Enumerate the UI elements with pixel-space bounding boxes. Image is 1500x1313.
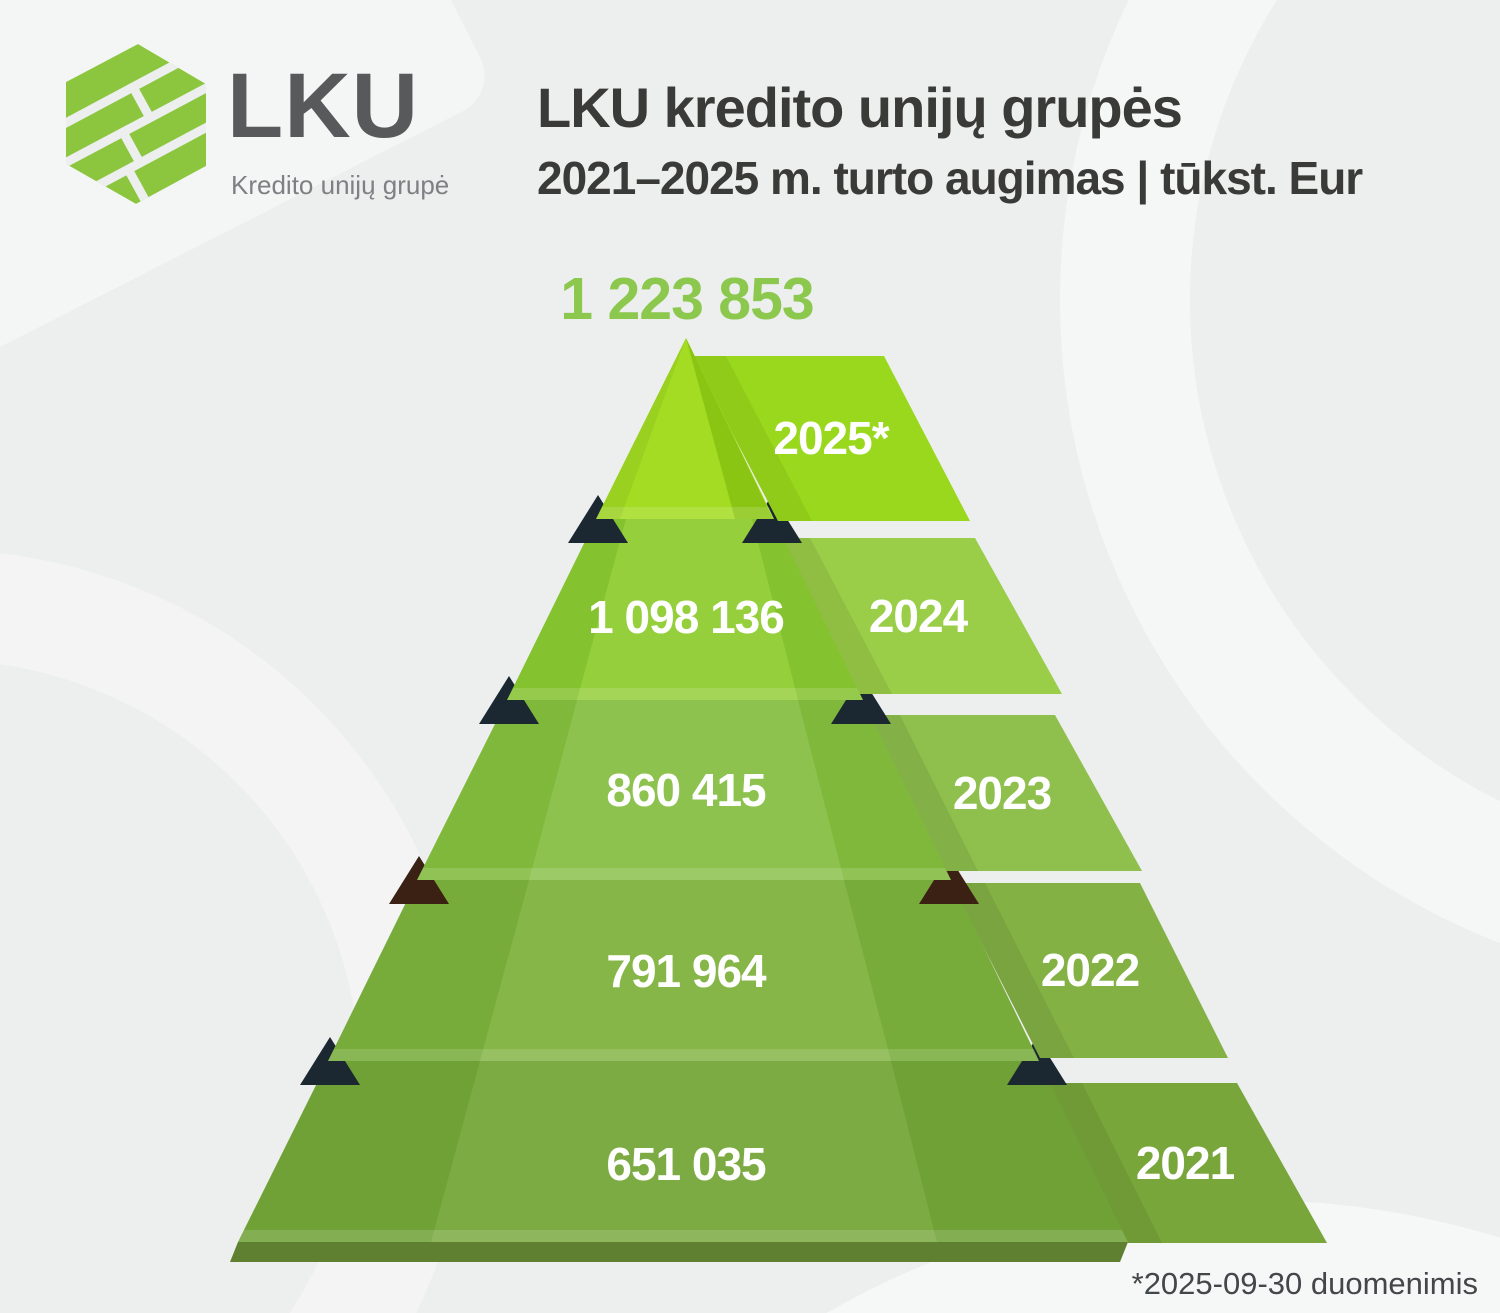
flap-2023 bbox=[866, 715, 1142, 871]
flap-2021 bbox=[1048, 1083, 1327, 1243]
logo-plank-gaps bbox=[66, 44, 206, 204]
year-label-2021: 2021 bbox=[1136, 1137, 1235, 1189]
tier-2025-highlight bbox=[596, 507, 774, 519]
page-subtitle: 2021–2025 m. turto augimas | tūkst. Eur bbox=[537, 152, 1363, 204]
tier-2022-highlight bbox=[328, 1049, 1039, 1061]
lku-logo-icon bbox=[66, 44, 206, 204]
tier-2021-highlight bbox=[238, 1230, 1128, 1242]
year-label-2024: 2024 bbox=[869, 590, 969, 642]
tier-2024-band bbox=[577, 519, 798, 700]
tier-2023-highlight bbox=[417, 868, 951, 880]
flap-2021-shade bbox=[1048, 1083, 1162, 1243]
top-value-label: 1 223 853 bbox=[560, 266, 813, 332]
value-label-2023: 860 415 bbox=[606, 764, 766, 816]
tier-2023-band bbox=[529, 700, 844, 880]
year-label-2023: 2023 bbox=[953, 767, 1051, 819]
logo-wordmark: LKU bbox=[227, 55, 420, 157]
flap-2022 bbox=[951, 883, 1228, 1058]
tier-2021-band bbox=[431, 1061, 937, 1242]
flap-2023-shade bbox=[866, 715, 978, 871]
value-label-2024: 1 098 136 bbox=[588, 591, 784, 643]
value-label-2021: 651 035 bbox=[606, 1138, 766, 1190]
year-label-2022: 2022 bbox=[1041, 944, 1139, 996]
pyramid-base bbox=[230, 1242, 1128, 1262]
flap-2024 bbox=[776, 538, 1062, 694]
tier-2025-fold bbox=[686, 338, 773, 519]
tier-2024-highlight bbox=[507, 688, 863, 700]
page-title: LKU kredito unijų grupės bbox=[537, 76, 1183, 139]
flap-2024-shade bbox=[776, 538, 892, 694]
footnote: *2025-09-30 duomenimis bbox=[1131, 1266, 1478, 1301]
tier-2022-band bbox=[480, 880, 891, 1061]
flap-2025-shade bbox=[692, 356, 812, 521]
flap-2022-shade bbox=[951, 883, 1074, 1058]
flap-2025 bbox=[692, 356, 970, 521]
value-label-2022: 791 964 bbox=[606, 945, 767, 997]
year-label-2025: 2025* bbox=[773, 412, 889, 464]
logo-tagline: Kredito unijų grupė bbox=[231, 170, 450, 200]
tier-2025-left-shade bbox=[596, 338, 686, 519]
